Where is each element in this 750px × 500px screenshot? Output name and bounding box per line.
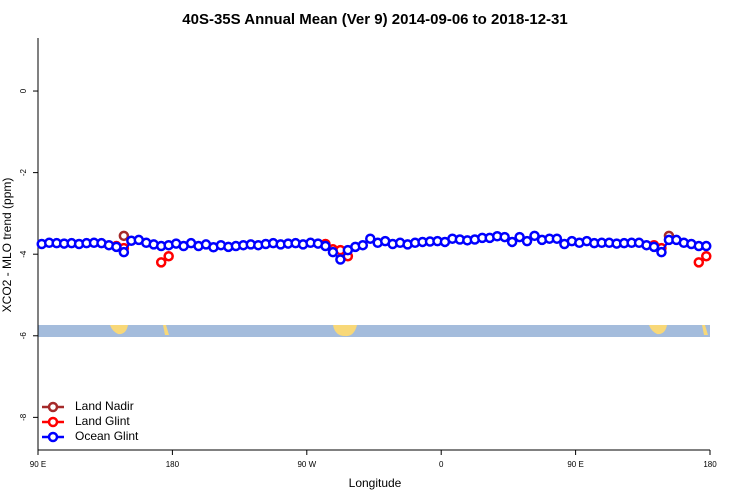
legend-label: Land Nadir: [75, 399, 134, 413]
x-axis-label: Longitude: [349, 476, 402, 490]
series-point: [499, 231, 510, 243]
series-point: [163, 250, 174, 262]
series-point: [357, 239, 369, 251]
series-point: [155, 257, 167, 268]
series-point: [521, 235, 533, 247]
chart-title: 40S-35S Annual Mean (Ver 9) 2014-09-06 t…: [182, 11, 567, 28]
series-point: [529, 230, 540, 242]
legend-label: Land Glint: [75, 414, 130, 428]
legend-swatch-point: [47, 401, 59, 413]
y-tick-label: -4: [19, 250, 28, 258]
series-point: [656, 246, 667, 258]
y-tick-label: -6: [19, 332, 28, 340]
y-axis-label: XCO2 - MLO trend (ppm): [0, 178, 14, 313]
series-point: [693, 257, 705, 268]
y-tick-label: -2: [19, 169, 28, 177]
x-tick-label: 90 E: [30, 460, 46, 469]
legend-label: Ocean Glint: [75, 429, 139, 443]
series-point: [118, 230, 130, 242]
x-tick-label: 180: [703, 460, 717, 469]
series-point: [506, 236, 518, 248]
series-point: [320, 240, 331, 252]
x-tick-label: 90 W: [297, 460, 316, 469]
x-tick-label: 90 E: [567, 460, 583, 469]
series-point: [118, 246, 130, 258]
series-point: [514, 231, 525, 243]
series-point: [701, 250, 712, 262]
series-point: [648, 241, 660, 253]
map-strip: [38, 325, 710, 337]
series-point: [111, 241, 122, 253]
series-point: [701, 240, 712, 252]
legend-swatch-point: [47, 431, 59, 443]
y-tick-label: -8: [19, 413, 28, 421]
series-point: [327, 246, 339, 258]
series-point: [551, 233, 563, 244]
legend-swatch-point: [47, 416, 59, 428]
series-point: [365, 233, 376, 244]
series-point: [335, 254, 346, 265]
y-tick-label: 0: [19, 88, 28, 93]
x-tick-label: 180: [166, 460, 180, 469]
x-tick-label: 0: [439, 460, 444, 469]
